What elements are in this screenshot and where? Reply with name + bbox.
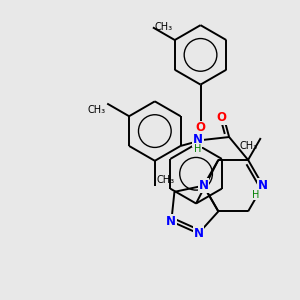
Text: O: O (196, 121, 206, 134)
Text: H: H (194, 144, 202, 154)
Text: N: N (194, 227, 203, 240)
Text: N: N (193, 134, 203, 146)
Text: O: O (217, 111, 227, 124)
Text: N: N (166, 215, 176, 228)
Text: H: H (252, 190, 259, 200)
Text: CH₃: CH₃ (88, 105, 106, 115)
Text: N: N (199, 179, 208, 192)
Text: CH₃: CH₃ (240, 141, 258, 151)
Text: CH₃: CH₃ (154, 22, 172, 32)
Text: N: N (258, 179, 268, 192)
Text: CH₃: CH₃ (156, 175, 174, 184)
